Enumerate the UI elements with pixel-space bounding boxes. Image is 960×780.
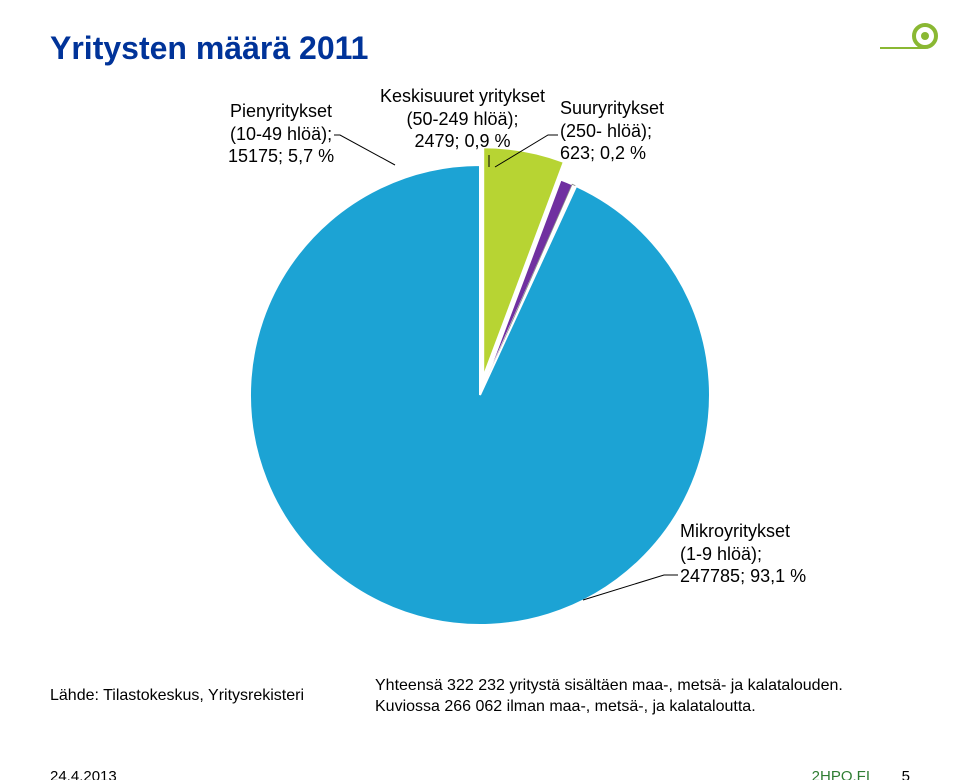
footer-brand: 2HPO.FI [812,768,870,780]
pie-slice-mikro [250,165,710,625]
footer-page: 5 [902,768,910,780]
pie-svg [0,95,960,655]
page-title: Yritysten määrä 2011 [50,30,368,67]
notes-text: Yhteensä 322 232 yritystä sisältäen maa-… [375,675,843,718]
callout-keski: Keskisuuret yritykset (50-249 hlöä); 247… [380,85,545,153]
pie-chart: Pienyritykset (10-49 hlöä); 15175; 5,7 %… [0,95,960,635]
logo-icon [880,18,940,78]
callout-suur: Suuryritykset (250- hlöä); 623; 0,2 % [560,97,664,165]
source-text: Lähde: Tilastokeskus, Yritysrekisteri [50,687,304,705]
brand-logo [880,18,940,83]
callout-mikro: Mikroyritykset (1-9 hlöä); 247785; 93,1 … [680,520,806,588]
callout-pien: Pienyritykset (10-49 hlöä); 15175; 5,7 % [228,100,334,168]
footer-date: 24.4.2013 [50,768,117,780]
notes-line1: Yhteensä 322 232 yritystä sisältäen maa-… [375,675,843,697]
slide: Yritysten määrä 2011 Pienyritykset (10-4… [0,0,960,780]
notes-line2: Kuviossa 266 062 ilman maa-, metsä-, ja … [375,696,843,718]
